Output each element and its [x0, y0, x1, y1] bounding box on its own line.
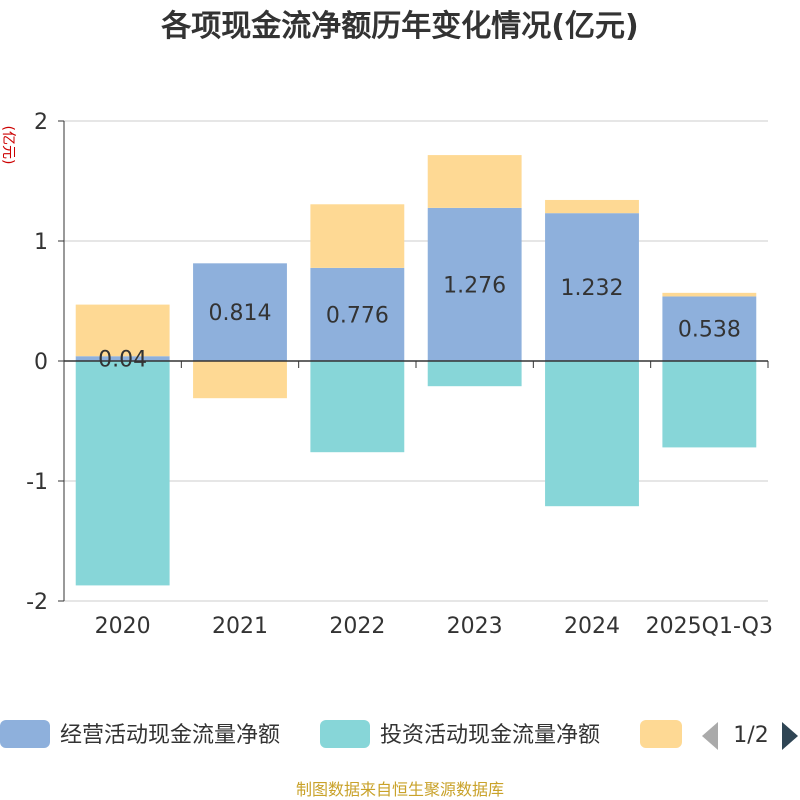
legend-label-operating[interactable]: 经营活动现金流量净额: [60, 723, 280, 748]
x-tick-label: 2021: [212, 614, 268, 639]
legend-label-investing[interactable]: 投资活动现金流量净额: [380, 723, 600, 748]
legend-swatch-operating[interactable]: [0, 720, 50, 748]
y-tick-label: -1: [26, 470, 48, 495]
y-tick-label: 1: [34, 230, 48, 255]
legend: 经营活动现金流量净额 投资活动现金流量净额 1/2: [0, 720, 798, 750]
data-label: 0.04: [98, 348, 147, 373]
data-label: 0.538: [678, 318, 741, 343]
data-labels: 0.04 0.814 0.776 1.276 1.232 0.538: [98, 273, 741, 372]
y-tick-label: -2: [26, 590, 48, 615]
legend-next-page-icon[interactable]: [782, 722, 798, 750]
bar-series-2: [427, 361, 522, 387]
legend-swatch-investing[interactable]: [320, 720, 370, 748]
bar-series-1: [310, 267, 405, 361]
bar-series-3: [427, 155, 522, 208]
chart-title: 各项现金流净额历年变化情况(亿元): [160, 9, 638, 44]
x-tick-label: 2023: [447, 614, 503, 639]
bar-series-3: [310, 204, 405, 268]
x-tick-label: 2024: [564, 614, 620, 639]
bar-series-2: [662, 361, 757, 448]
data-label: 1.276: [443, 273, 506, 298]
x-tick-label: 2022: [329, 614, 385, 639]
tick-labels: 2 1 0 -1 -2 2020 2021 2022 2023 2024 2025Q1-Q3: [26, 110, 773, 639]
y-tick-label: 0: [34, 350, 48, 375]
gridlines: [58, 120, 768, 602]
data-label: 0.776: [326, 303, 389, 328]
bar-series-1: [427, 207, 522, 361]
bar-series-2: [75, 361, 170, 586]
bar-series-3: [75, 304, 170, 357]
bar-series-2: [545, 361, 639, 507]
bar-series-3: [545, 199, 639, 214]
bar-series-3: [662, 292, 757, 297]
bar-series-1: [662, 296, 757, 361]
bar-series-2: [310, 361, 405, 453]
legend-swatch-third[interactable]: [640, 720, 682, 748]
axes: [63, 121, 769, 601]
x-tick-label: 2025Q1-Q3: [646, 614, 773, 639]
x-tick-label: 2020: [95, 614, 151, 639]
data-label: 0.814: [209, 301, 272, 326]
data-label: 1.232: [561, 276, 624, 301]
bar-series-1: [75, 356, 170, 361]
bar-series-3: [193, 361, 287, 399]
bars: [75, 155, 757, 586]
legend-prev-page-icon[interactable]: [702, 722, 718, 750]
data-source-note: 制图数据来自恒生聚源数据库: [296, 780, 504, 799]
legend-page-indicator: 1/2: [733, 723, 768, 748]
bar-series-1: [545, 213, 639, 361]
y-tick-label: 2: [34, 110, 48, 135]
bar-series-1: [193, 263, 287, 361]
y-axis-label: (亿元): [0, 126, 16, 165]
